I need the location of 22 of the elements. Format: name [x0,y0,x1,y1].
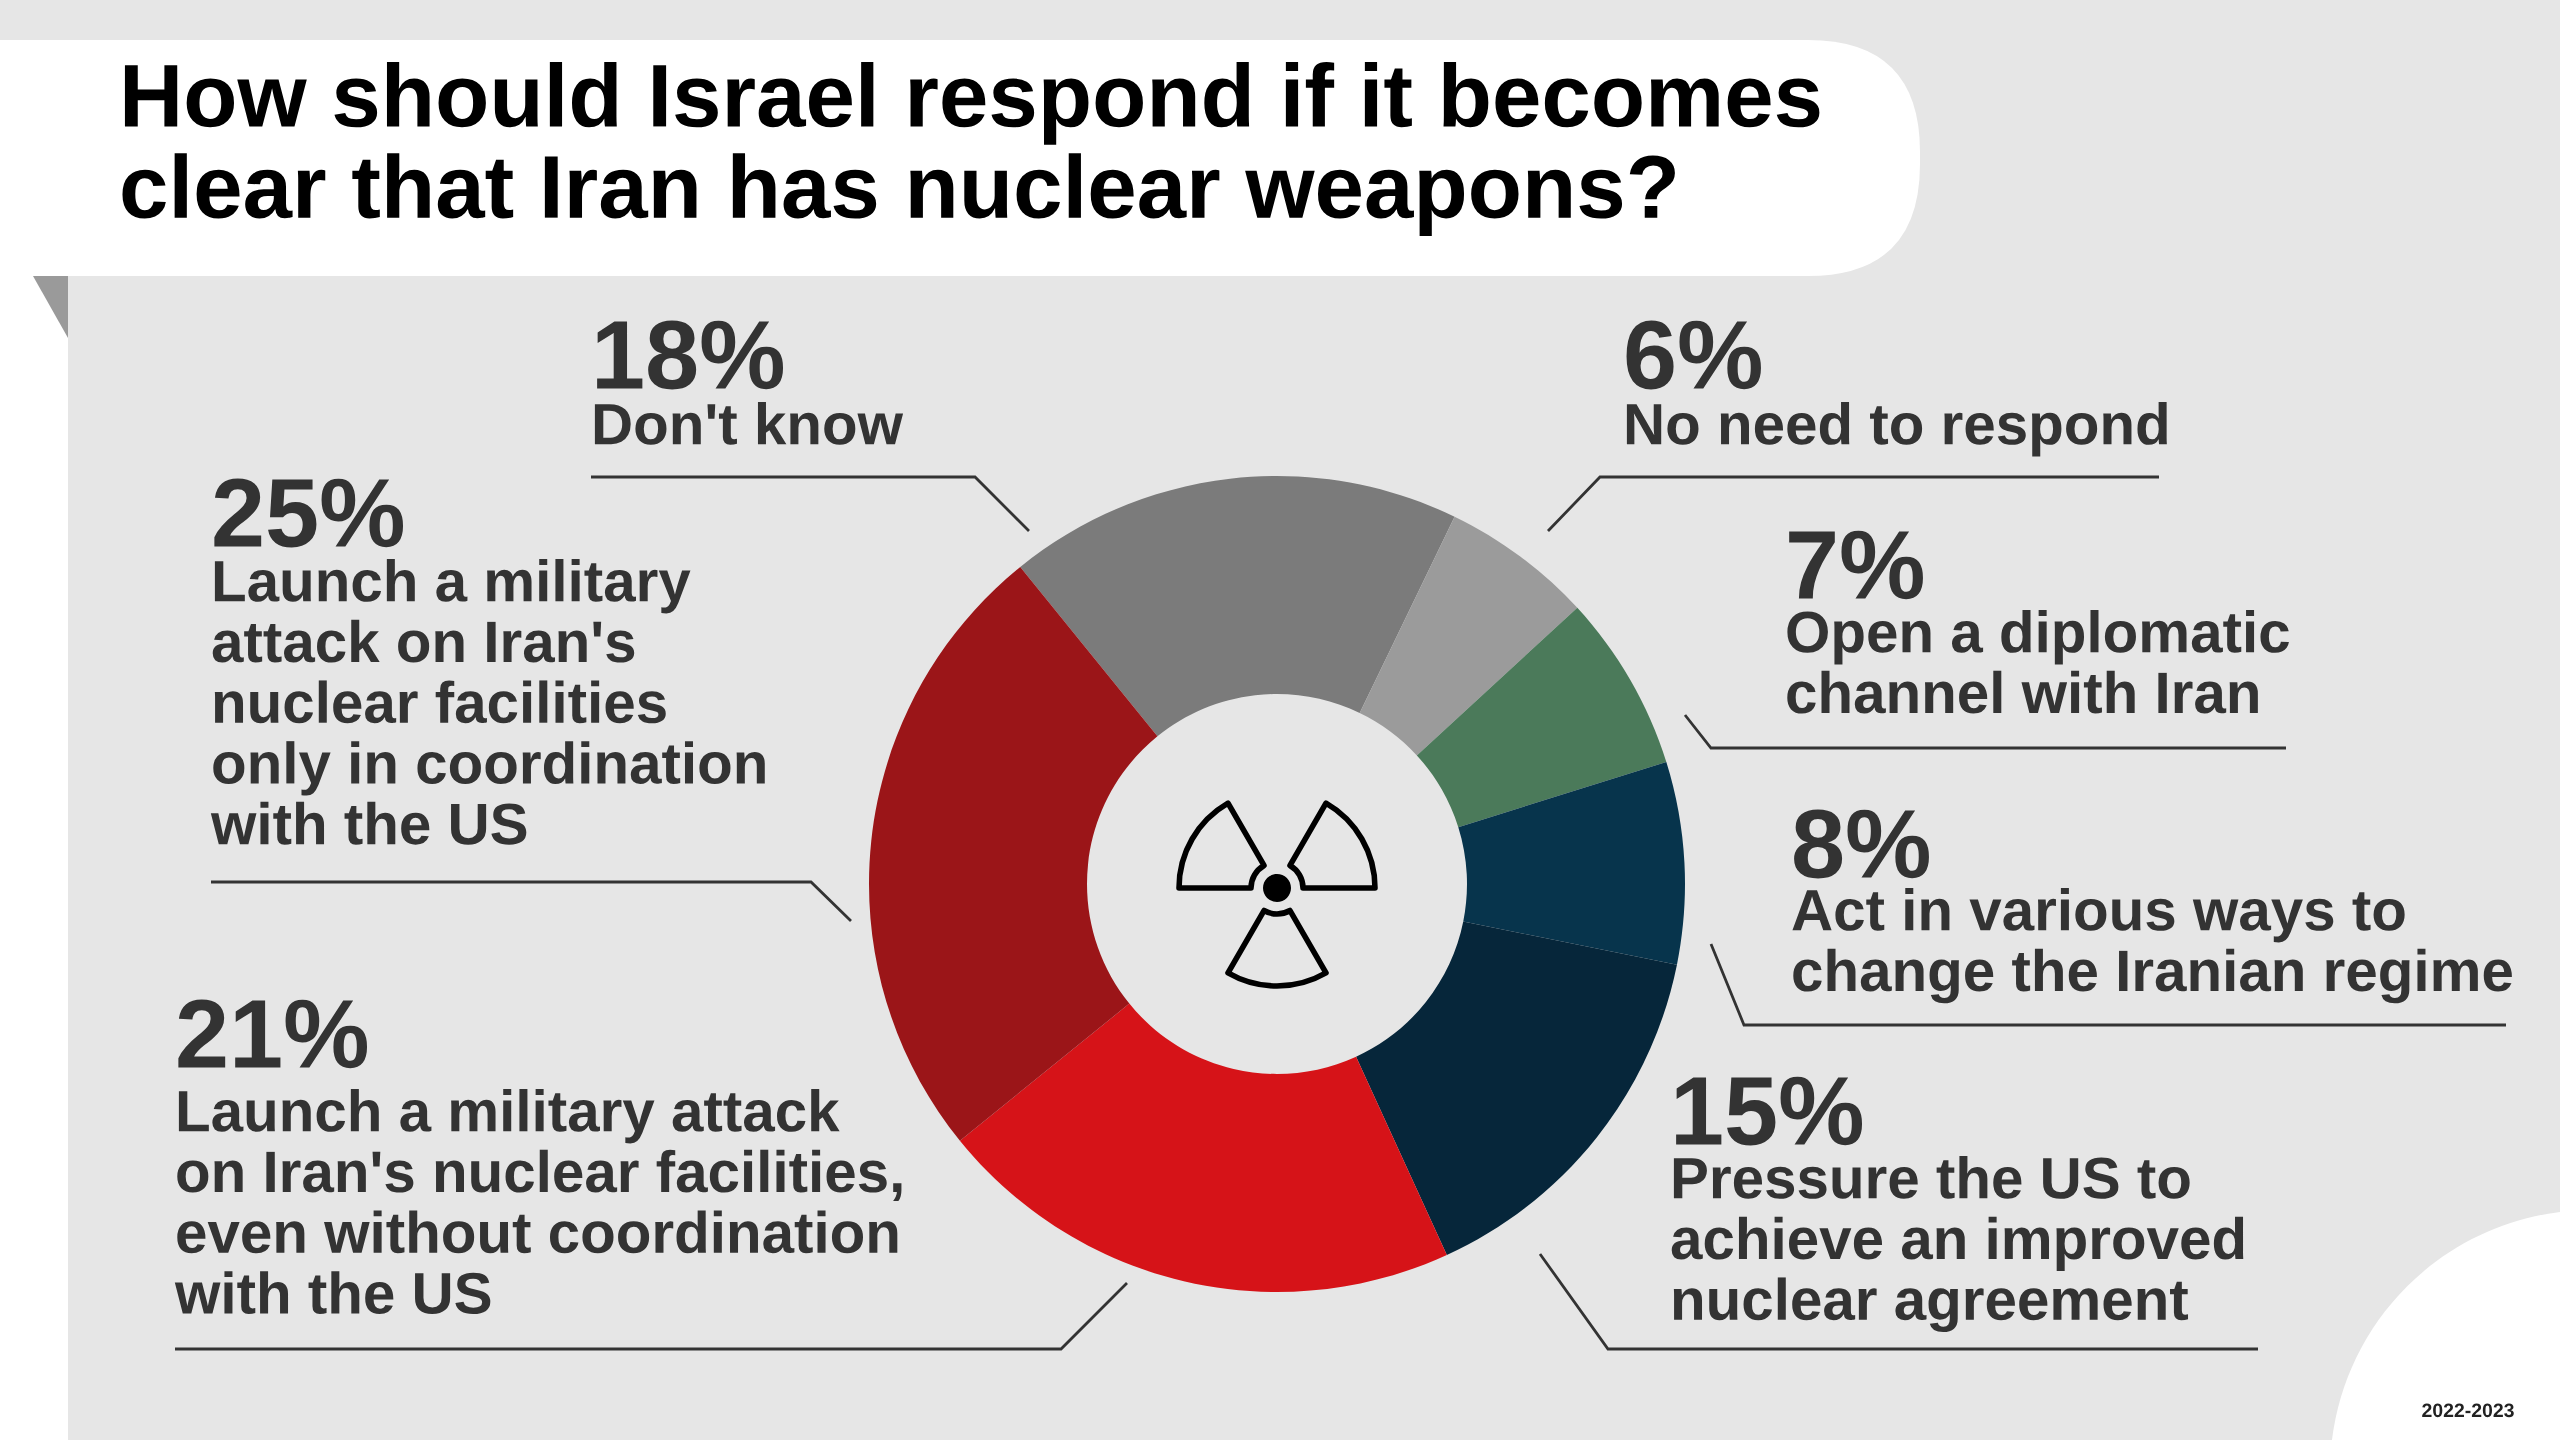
donut-slice [1416,607,1667,828]
data-label: 21% [178,999,368,1069]
donut-slice [959,1003,1447,1292]
text: 2022-2023 [2422,1403,2514,1418]
slice-label: Launch a military attack on Iran's nuclear facilities only in coordination with the US [210,559,765,845]
data-label: 6% [1626,320,1761,390]
data-label: 25% [214,478,404,548]
donut-slice [1020,476,1455,737]
data-label: 7% [1789,530,1923,600]
slice-label: Act in various ways to change the Iranian regime [1792,888,2512,1004]
slice-label: Don't know [594,402,904,445]
data-label: 18% [597,320,784,390]
slice-label: Pressure the US to achieve an improved nuclear agreement [1671,1156,2244,1333]
slice-label: Open a diplomatic channel with Iran [1787,610,2289,714]
donut-slice [869,566,1158,1141]
data-label: 8% [1794,809,1929,879]
slice-label: Launch a military attack on Iran's nuclear facilities, even without coordination with the US [174,1089,902,1314]
slice-label: No need to respond [1626,402,2167,457]
chart-title: How should Israel respond if it becomes clear that Iran has nuclear weapons? [122,62,1820,237]
data-label: 15% [1676,1076,1863,1146]
donut-slice [1359,516,1578,756]
donut-slice [1458,761,1685,965]
